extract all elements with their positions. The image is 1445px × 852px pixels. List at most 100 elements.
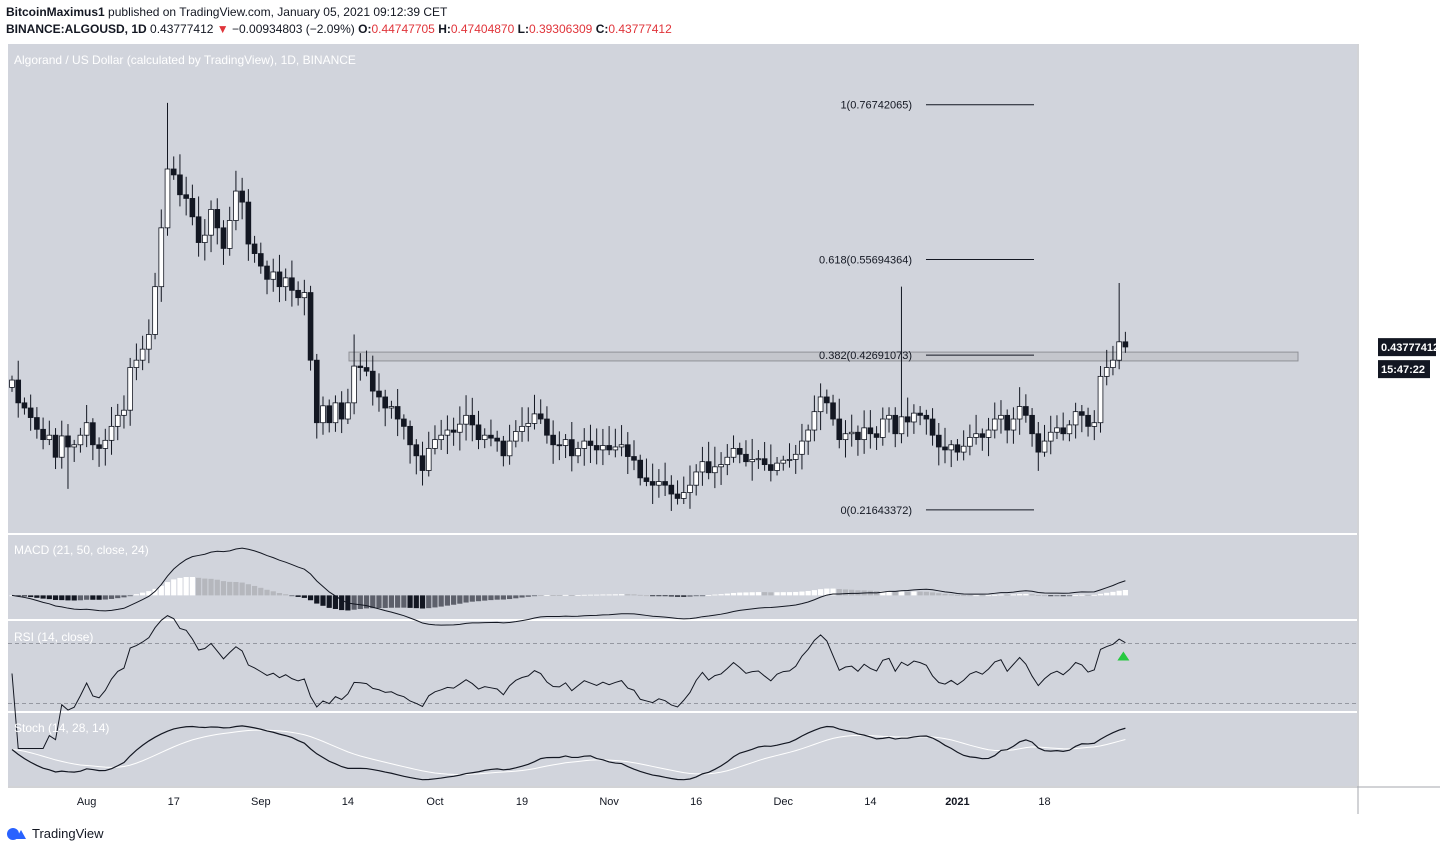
candle: [40, 417, 46, 450]
last-value: 0.43777412: [150, 22, 214, 36]
candle: [313, 353, 320, 439]
candle: [376, 373, 382, 412]
candle-body: [624, 444, 631, 457]
candle: [904, 397, 911, 437]
candle: [170, 156, 177, 180]
macd-histogram-bar: [562, 594, 569, 596]
macd-histogram-bar: [108, 595, 115, 599]
candle-body: [1091, 422, 1098, 427]
candle: [9, 375, 15, 392]
candle: [836, 398, 843, 449]
candle: [699, 446, 706, 486]
candle: [90, 418, 96, 461]
candle-body: [457, 423, 463, 433]
macd-histogram-bar: [40, 595, 46, 599]
candle: [1072, 402, 1079, 439]
candle-body: [146, 334, 152, 350]
candle: [438, 419, 444, 450]
candle: [457, 406, 463, 451]
macd-histogram-bar: [1116, 590, 1122, 596]
rsi-title: RSI (14, close): [14, 630, 93, 644]
candle: [861, 410, 867, 454]
candle: [799, 423, 805, 470]
macd-histogram-bar: [699, 595, 706, 597]
macd-histogram-bar: [612, 594, 618, 596]
candle-body: [687, 484, 693, 493]
candle: [637, 454, 644, 486]
open-value: 0.44747705: [371, 22, 435, 36]
macd-histogram-bar: [407, 595, 413, 608]
candle: [332, 395, 339, 432]
time-tick-label: 16: [690, 796, 702, 808]
candle-body: [929, 418, 936, 436]
candle-body: [183, 194, 189, 199]
candle-body: [960, 445, 967, 453]
candle-body: [761, 458, 768, 466]
candle: [177, 154, 183, 207]
macd-histogram-bar: [724, 593, 730, 596]
candle: [77, 427, 84, 453]
macd-histogram-bar: [133, 594, 139, 596]
candle-body: [27, 407, 34, 418]
macd-histogram-bar: [146, 591, 152, 596]
candle: [102, 428, 109, 466]
candle-body: [736, 448, 743, 455]
candle-body: [432, 439, 438, 449]
macd-histogram-bar: [71, 595, 77, 601]
macd-histogram-bar: [370, 595, 376, 609]
candle-body: [1060, 427, 1066, 435]
candle-body: [811, 411, 818, 431]
candle-body: [1097, 375, 1104, 424]
macd-histogram-bar: [208, 578, 214, 596]
candle-body: [774, 462, 780, 471]
macd-histogram-bar: [500, 595, 506, 600]
countdown-badge: [1378, 360, 1430, 379]
candle: [513, 420, 519, 448]
candle-body: [289, 277, 295, 291]
macd-histogram-bar: [52, 595, 59, 600]
macd-histogram-bar: [189, 577, 195, 596]
candle-body: [824, 396, 830, 404]
macd-histogram-bar: [177, 577, 183, 596]
stoch-tick-label: 40.00: [1400, 752, 1428, 764]
candle: [152, 272, 158, 340]
candle-body: [357, 365, 364, 368]
candle: [139, 335, 146, 371]
candle-body: [363, 367, 370, 372]
candle: [189, 184, 196, 226]
candle: [979, 428, 986, 451]
candle: [401, 414, 407, 440]
candle: [730, 435, 737, 463]
change-value: −0.00934803 (−2.09%): [232, 22, 355, 36]
candle-body: [164, 168, 171, 229]
macd-histogram-bar: [668, 595, 674, 597]
candle: [394, 388, 401, 437]
candle-body: [1103, 367, 1110, 377]
author-name[interactable]: BitcoinMaximus1: [6, 5, 105, 19]
macd-histogram-bar: [426, 595, 432, 609]
candle: [911, 404, 917, 434]
time-tick-label: 19: [516, 796, 528, 808]
macd-histogram-bar: [171, 579, 177, 596]
candle-body: [593, 445, 600, 451]
macd-histogram-bar: [307, 595, 314, 601]
macd-histogram-bar: [363, 595, 370, 609]
candle-body: [102, 439, 109, 449]
macd-histogram-bar: [1029, 594, 1035, 596]
macd-histogram-bar: [1122, 589, 1128, 596]
candle: [58, 420, 65, 469]
candle-body: [226, 220, 233, 249]
tradingview-footer[interactable]: TradingView: [6, 826, 104, 841]
candle: [824, 389, 830, 414]
macd-histogram-bar: [251, 585, 258, 596]
candle-body: [562, 439, 569, 446]
candle: [817, 383, 824, 431]
candle: [525, 407, 532, 442]
candle-body: [189, 198, 196, 218]
candle-body: [967, 437, 973, 447]
candle-body: [351, 365, 357, 404]
candle: [444, 415, 451, 455]
macd-histogram-bar: [917, 591, 923, 596]
candle: [948, 440, 955, 468]
